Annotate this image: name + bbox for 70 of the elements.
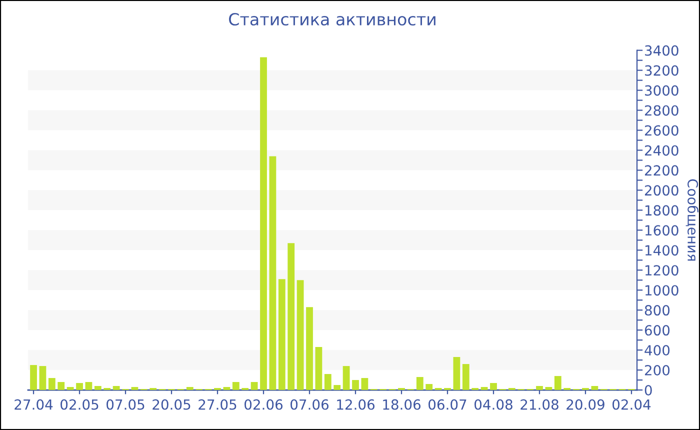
chart-title: Статистика активности — [229, 12, 436, 26]
bar — [453, 357, 460, 390]
bar — [315, 347, 322, 390]
bar — [361, 378, 368, 390]
bar — [334, 385, 341, 390]
x-tick-label: 06.07 — [428, 399, 466, 410]
bar — [278, 279, 286, 390]
x-tick-label: 20.05 — [152, 399, 190, 410]
bar — [306, 307, 313, 390]
bar — [223, 387, 230, 390]
bar — [288, 243, 295, 390]
y-axis-title: Сообщения — [686, 179, 699, 261]
x-tick-label: 21.08 — [520, 399, 558, 410]
bar — [324, 374, 332, 390]
x-tick-label: 02.04 — [612, 399, 651, 410]
x-tick-label: 07.06 — [290, 399, 329, 410]
bar — [591, 386, 598, 390]
y-tick-label: 3200 — [645, 65, 678, 76]
bar — [48, 378, 56, 390]
bar — [250, 382, 258, 390]
y-tick-label: 1000 — [645, 285, 678, 296]
bar — [260, 57, 267, 390]
bar — [490, 383, 497, 390]
y-tick-label: 1400 — [645, 245, 678, 256]
bar — [545, 387, 552, 390]
bar — [426, 384, 433, 390]
bar — [39, 366, 46, 390]
y-tick-label: 1200 — [645, 265, 678, 276]
y-tick-label: 3400 — [645, 45, 678, 56]
x-tick-label: 12.06 — [337, 399, 375, 410]
bar — [232, 382, 240, 390]
x-tick-label: 02.06 — [244, 399, 283, 410]
x-tick-label: 07.05 — [106, 399, 144, 410]
bar — [269, 156, 276, 390]
y-tick-label: 2400 — [644, 145, 678, 156]
bar — [112, 386, 120, 390]
y-tick-label: 400 — [644, 345, 670, 356]
y-tick-label: 2000 — [644, 185, 678, 196]
bar — [462, 364, 470, 390]
bar — [76, 383, 83, 390]
bar — [85, 382, 92, 390]
bar — [30, 365, 37, 390]
y-tick-label: 1600 — [645, 225, 678, 236]
y-tick-label: 200 — [644, 364, 670, 376]
y-tick-label: 1800 — [645, 205, 678, 216]
bar — [342, 366, 350, 390]
bar — [554, 376, 562, 390]
bar — [536, 386, 543, 390]
bar — [480, 387, 488, 390]
bar — [296, 280, 304, 390]
x-tick-label: 02.05 — [60, 399, 98, 410]
bar — [66, 387, 74, 390]
x-tick-label: 18.06 — [383, 399, 420, 410]
y-tick-label: 800 — [644, 305, 670, 316]
bar — [186, 387, 194, 390]
x-tick-label: 20.09 — [566, 399, 604, 410]
y-tick-label: 0 — [644, 384, 652, 396]
bar — [416, 377, 424, 390]
y-tick-label: 2600 — [644, 125, 678, 136]
bar — [131, 387, 138, 390]
x-tick-label: 27.05 — [198, 399, 236, 410]
x-tick-label: 27.04 — [14, 399, 53, 410]
y-tick-label: 2200 — [644, 165, 678, 176]
y-tick-label: 600 — [644, 325, 670, 336]
y-tick-label: 3000 — [645, 85, 678, 96]
bar — [352, 380, 359, 390]
x-tick-label: 04.08 — [474, 399, 512, 410]
bar — [58, 382, 65, 390]
y-tick-label: 2800 — [644, 105, 678, 116]
bar — [94, 386, 102, 390]
